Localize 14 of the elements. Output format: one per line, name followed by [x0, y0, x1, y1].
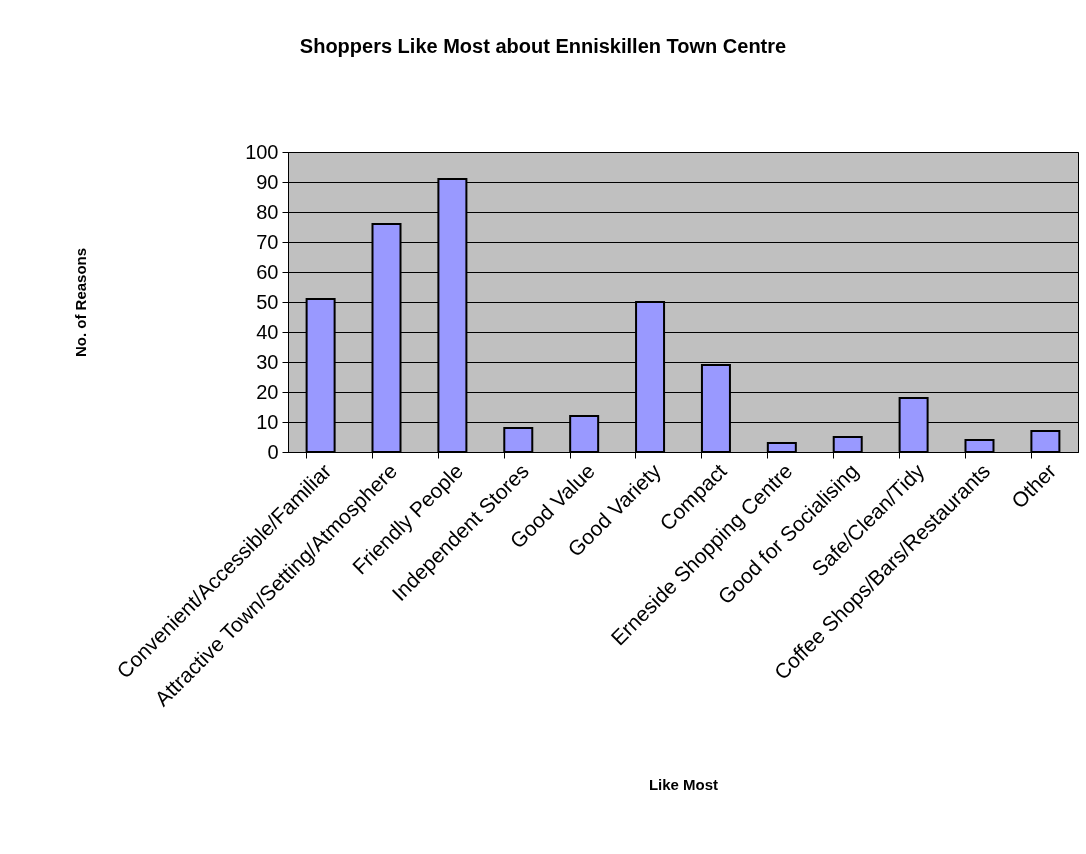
- y-tick-label: 40: [256, 320, 279, 343]
- y-tick-label: 10: [256, 410, 279, 433]
- y-tick-label: 30: [256, 350, 279, 373]
- y-tick-label: 60: [256, 260, 279, 283]
- y-tick-label: 80: [256, 200, 279, 223]
- x-axis-title: Like Most: [648, 775, 719, 793]
- chart-title: Shoppers Like Most about Enniskillen Town Centre: [299, 35, 787, 57]
- y-tick-label: 90: [256, 170, 279, 193]
- y-axis-title: No. of Reasons: [71, 247, 89, 358]
- y-tick-label: 0: [267, 440, 279, 463]
- y-tick-label: 70: [256, 230, 279, 253]
- y-tick-label: 100: [245, 140, 279, 163]
- y-tick-label: 50: [256, 290, 279, 313]
- y-tick-label: 20: [256, 380, 279, 403]
